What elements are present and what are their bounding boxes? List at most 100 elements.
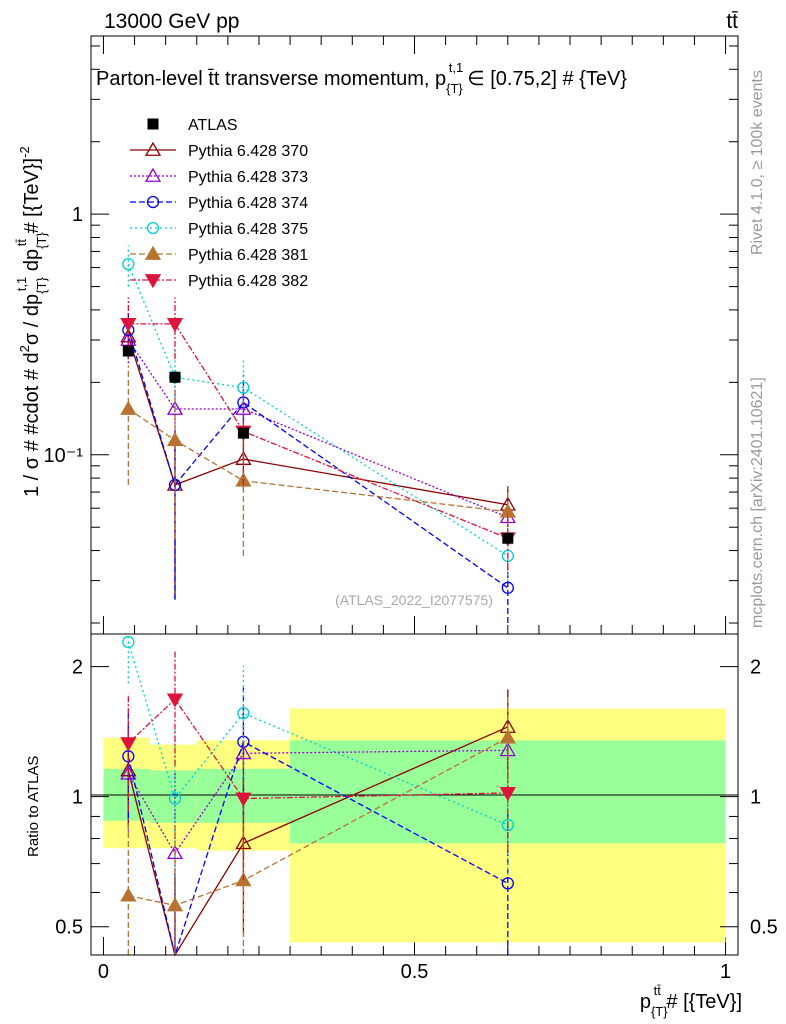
series-point bbox=[166, 317, 184, 333]
atlas-data-point bbox=[237, 427, 249, 439]
process-label: tt̄ bbox=[726, 10, 738, 33]
watermark: (ATLAS_2022_I2077575) bbox=[335, 592, 493, 608]
ylabel-part-1: 2 bbox=[17, 345, 32, 352]
ratio-data-marks bbox=[120, 634, 516, 958]
chart-title-sup: t,1 bbox=[449, 60, 463, 75]
ratio-series-point bbox=[166, 844, 184, 860]
ratio-series-point bbox=[501, 877, 514, 890]
legend-label: Pythia 6.428 374 bbox=[188, 195, 308, 212]
atlas-data-point bbox=[169, 371, 181, 383]
legend-marker bbox=[144, 141, 162, 156]
series-point bbox=[120, 317, 137, 333]
x-axis-label: p{T} tt̄ # [{TeV}] bbox=[640, 983, 742, 1019]
ratio-series-line bbox=[127, 740, 509, 958]
series-line bbox=[127, 408, 508, 513]
legend-marker bbox=[144, 274, 162, 289]
legend-marker bbox=[146, 221, 160, 235]
mcplots-label: mcplots.cern.ch [arXiv:2401.10621] bbox=[749, 377, 766, 628]
ratio-y-tick-label: 1 bbox=[72, 787, 83, 809]
atlas-data-point bbox=[502, 532, 514, 544]
ylabel-part-3: {T} bbox=[34, 277, 49, 294]
atlas-data-point bbox=[122, 345, 134, 357]
main-axis-ticks: 1 10⁻¹ bbox=[44, 36, 738, 955]
xlabel-part-1: {T} bbox=[651, 1004, 668, 1019]
ratio-series-point bbox=[166, 693, 184, 708]
chart-title-main: Parton-level t̄t transverse momentum, p bbox=[96, 68, 446, 90]
ratio-series-point bbox=[237, 707, 250, 720]
ratio-band-inner bbox=[150, 770, 197, 823]
chart-title-sub: {T} bbox=[446, 81, 463, 96]
legend-marker bbox=[144, 167, 162, 182]
series-point bbox=[501, 581, 514, 594]
ratio-panel: 0.5 0.5 1 1 2 2 0 0.5 1 Ratio to ATLAS p{T} tt̄ #… bbox=[25, 633, 778, 1019]
ratio-series-line bbox=[128, 737, 509, 907]
ratio-y-tick-label-right: 2 bbox=[750, 657, 761, 679]
ylabel-part-4: t,1 bbox=[14, 277, 29, 291]
ratio-series-line bbox=[127, 641, 509, 826]
series-point bbox=[166, 431, 184, 447]
series-line bbox=[127, 336, 508, 506]
series-point bbox=[237, 381, 250, 394]
rivet-label: Rivet 4.1.0, ≥ 100k events bbox=[749, 70, 766, 255]
legend-label: Pythia 6.428 373 bbox=[188, 169, 308, 186]
series-point bbox=[122, 257, 135, 271]
ylabel-part-9: -2 bbox=[17, 146, 32, 158]
xlabel-part-0: p bbox=[640, 991, 651, 1013]
ratio-series-point bbox=[122, 635, 135, 649]
series-line bbox=[128, 323, 509, 539]
legend-label: Pythia 6.428 370 bbox=[188, 143, 308, 160]
chart-title: Parton-level t̄t transverse momentum, p{… bbox=[96, 60, 627, 96]
ratio-series-line bbox=[127, 698, 508, 800]
legend-marker-atlas bbox=[147, 118, 159, 130]
series-point bbox=[120, 400, 137, 415]
ratio-y-axis-label: Ratio to ATLAS bbox=[25, 756, 42, 857]
x-tick-label: 1 bbox=[720, 961, 731, 983]
main-panel: 1 10⁻¹ (ATLAS_2022_I2077575) Parton-level… bbox=[14, 35, 739, 955]
ratio-series-point bbox=[166, 897, 184, 912]
ratio-series-line bbox=[127, 726, 509, 957]
legend: ATLAS Pythia 6.428 370 Pythia 6.428 373 Pyt… bbox=[130, 117, 308, 290]
x-tick-label: 0 bbox=[98, 961, 109, 983]
y-axis-label: 1 / σ # #cdot # d2σ / dp{T}t,1 dp{T}tt̄ … bbox=[14, 146, 49, 497]
legend-marker bbox=[144, 245, 162, 260]
ratio-uncertainty-bands bbox=[103, 708, 726, 943]
ylabel-part-7: tt̄ bbox=[14, 239, 29, 247]
ratio-y-tick-label: 0.5 bbox=[55, 917, 83, 939]
main-data-marks bbox=[120, 245, 516, 623]
series-point bbox=[166, 400, 184, 415]
ylabel-part-0: 1 / σ # #cdot # d bbox=[21, 352, 43, 497]
x-tick-label: 0.5 bbox=[401, 961, 429, 983]
chart-title-tail: ∈ [0.75,2] # {TeV} bbox=[467, 68, 627, 90]
legend-label: Pythia 6.428 381 bbox=[188, 247, 308, 264]
ratio-series-point bbox=[120, 887, 137, 902]
ylabel-part-8: # [{TeV}] bbox=[21, 158, 43, 239]
legend-label: Pythia 6.428 375 bbox=[188, 221, 308, 238]
ylabel-part-5: dp bbox=[21, 249, 43, 277]
ratio-series-point bbox=[235, 834, 252, 850]
energy-label: 13000 GeV pp bbox=[104, 10, 239, 33]
ratio-series-point bbox=[168, 792, 182, 805]
xlabel-part-3: # [{TeV}] bbox=[661, 991, 742, 1013]
ylabel-part-2: σ / dp bbox=[21, 294, 43, 345]
ratio-series-line bbox=[127, 749, 508, 855]
ratio-y-tick-label: 2 bbox=[72, 657, 83, 679]
series-line bbox=[127, 329, 509, 589]
y-tick-label: 1 bbox=[72, 204, 83, 226]
ratio-frame bbox=[90, 633, 739, 956]
y-tick-label: 10⁻¹ bbox=[44, 445, 84, 467]
xlabel-part-2: tt̄ bbox=[654, 983, 662, 998]
legend-label: Pythia 6.428 382 bbox=[188, 273, 308, 290]
ratio-axis-ticks: 0.5 0.5 1 1 2 2 0 0.5 1 bbox=[55, 657, 778, 983]
legend-marker bbox=[146, 195, 160, 209]
ratio-series-point bbox=[120, 737, 137, 752]
series-line bbox=[127, 339, 509, 518]
legend-label-atlas: ATLAS bbox=[188, 117, 238, 134]
ratio-series-point bbox=[499, 729, 516, 744]
ratio-series-point bbox=[235, 792, 252, 807]
series-line bbox=[127, 263, 509, 557]
series-point bbox=[235, 400, 252, 415]
ratio-y-tick-label-right: 0.5 bbox=[750, 917, 778, 939]
ylabel-part-6: {T} bbox=[34, 232, 49, 249]
ratio-series-point bbox=[499, 787, 516, 802]
